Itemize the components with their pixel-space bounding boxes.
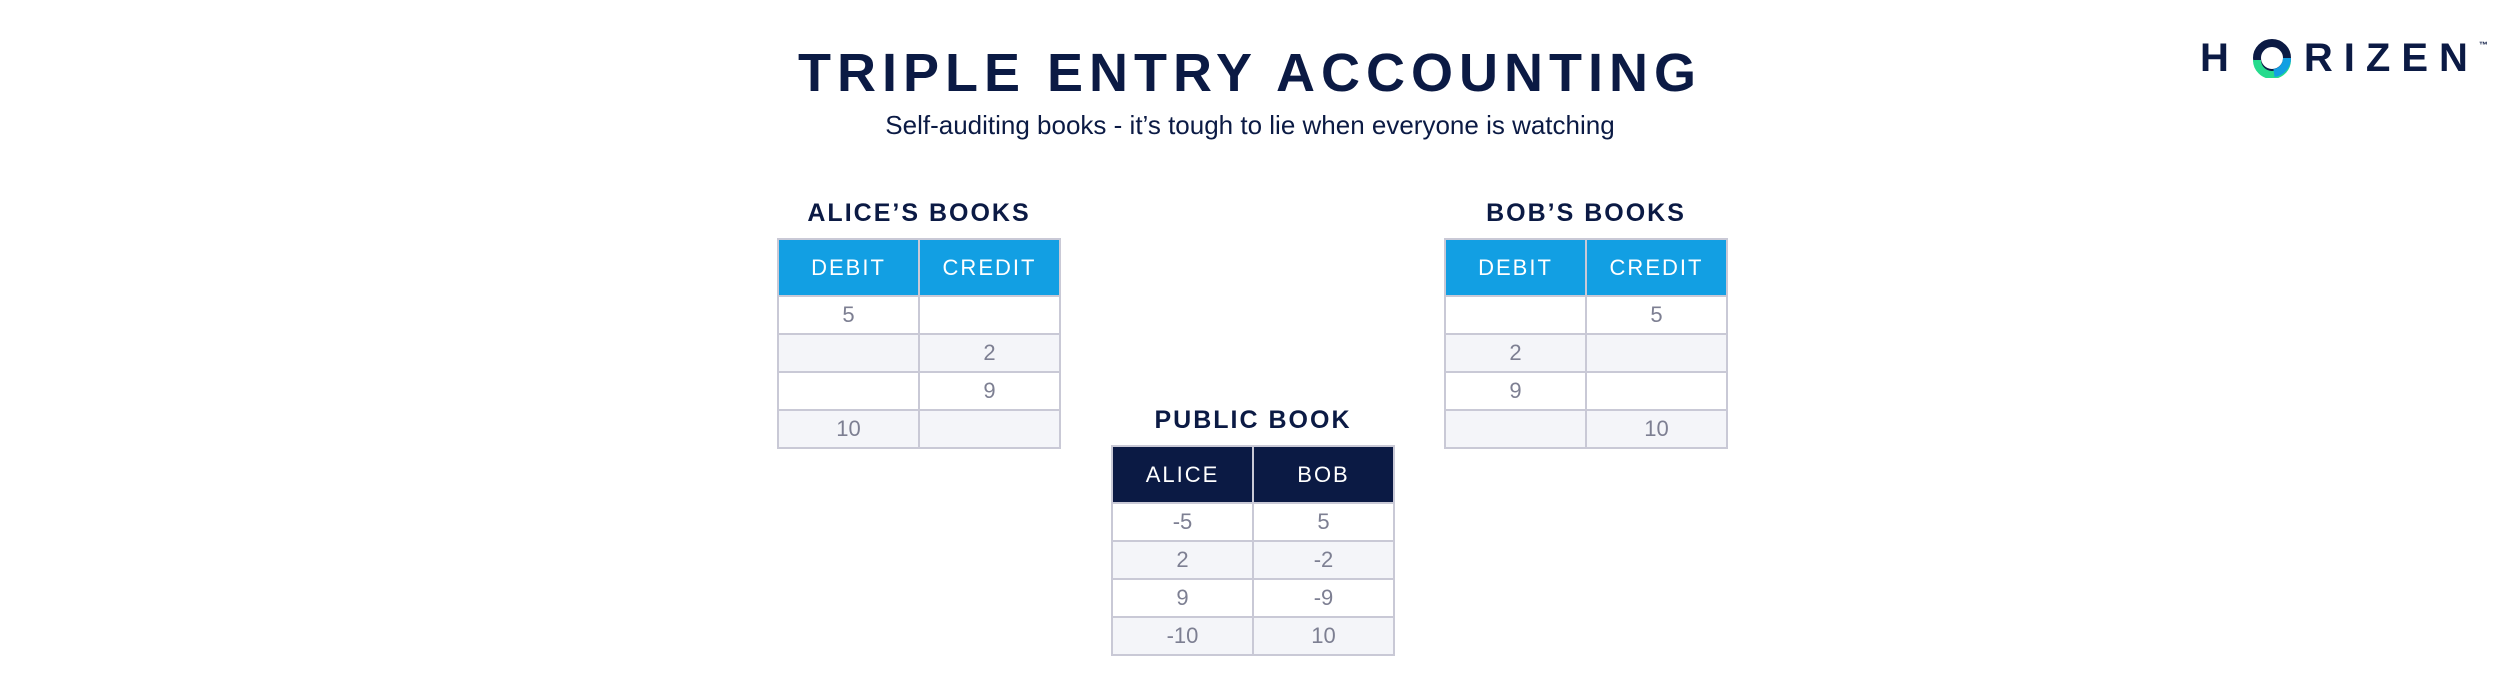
table-row: 9 [777,371,1061,411]
alice-books-table: DEBIT CREDIT 5 2 9 10 [777,238,1061,449]
alice-books-title: ALICE’S BOOKS [807,199,1031,227]
page-subtitle: Self-auditing books - it’s tough to lie … [885,110,1615,140]
logo-letter-n: N [2439,35,2479,80]
column-header-debit: DEBIT [777,238,920,297]
column-header-bob: BOB [1252,445,1395,504]
alice-cell: 9 [1111,578,1254,618]
horizen-o-icon [2252,39,2291,78]
logo-letter-r: R [2303,35,2344,80]
debit-cell [777,333,920,373]
public-book-title: PUBLIC BOOK [1154,406,1352,434]
debit-cell [1444,295,1587,335]
alice-cell: 2 [1111,540,1254,580]
column-header-debit: DEBIT [1444,238,1587,297]
horizen-logo: H R I Z E N ™ [2200,34,2488,82]
page-title: TRIPLE ENTRY ACCOUNTING [797,43,1703,103]
table-row: -5 5 [1111,502,1395,542]
table-row: 10 [1444,409,1728,449]
public-book: PUBLIC BOOK ALICE BOB -5 5 2 -2 9 [1111,403,1395,656]
column-header-credit: CREDIT [918,238,1061,297]
debit-cell: 2 [1444,333,1587,373]
alice-books: ALICE’S BOOKS DEBIT CREDIT 5 2 [777,196,1061,449]
logo-letter-z: Z [2365,35,2402,80]
bob-cell: 5 [1252,502,1395,542]
logo-trademark: ™ [2478,39,2488,50]
alice-cell: -5 [1111,502,1254,542]
bob-cell: -9 [1252,578,1395,618]
credit-cell [918,295,1061,335]
table-row: 2 -2 [1111,540,1395,580]
logo-letter-e: E [2401,35,2440,80]
debit-cell [1444,409,1587,449]
bob-books: BOB’S BOOKS DEBIT CREDIT 5 2 9 [1444,196,1728,449]
public-book-table: ALICE BOB -5 5 2 -2 9 -9 -10 [1111,445,1395,656]
debit-cell: 10 [777,409,920,449]
bob-books-table: DEBIT CREDIT 5 2 9 1 [1444,238,1728,449]
credit-cell [918,409,1061,449]
credit-cell: 2 [918,333,1061,373]
column-header-alice: ALICE [1111,445,1254,504]
credit-cell: 9 [918,371,1061,411]
credit-cell [1585,371,1728,411]
credit-cell: 10 [1585,409,1728,449]
table-row: 9 [1444,371,1728,411]
column-header-credit: CREDIT [1585,238,1728,297]
bob-cell: -2 [1252,540,1395,580]
table-row: 10 [777,409,1061,449]
logo-letter-i: I [2343,35,2366,80]
table-row: 2 [1444,333,1728,373]
bob-books-title: BOB’S BOOKS [1486,199,1686,227]
table-row: 5 [1444,295,1728,335]
table-row: 9 -9 [1111,578,1395,618]
credit-cell [1585,333,1728,373]
debit-cell: 9 [1444,371,1587,411]
table-row: 2 [777,333,1061,373]
alice-cell: -10 [1111,616,1254,656]
debit-cell: 5 [777,295,920,335]
credit-cell: 5 [1585,295,1728,335]
bob-cell: 10 [1252,616,1395,656]
debit-cell [777,371,920,411]
table-row: 5 [777,295,1061,335]
table-row: -10 10 [1111,616,1395,656]
logo-letter-h: H [2200,35,2240,80]
